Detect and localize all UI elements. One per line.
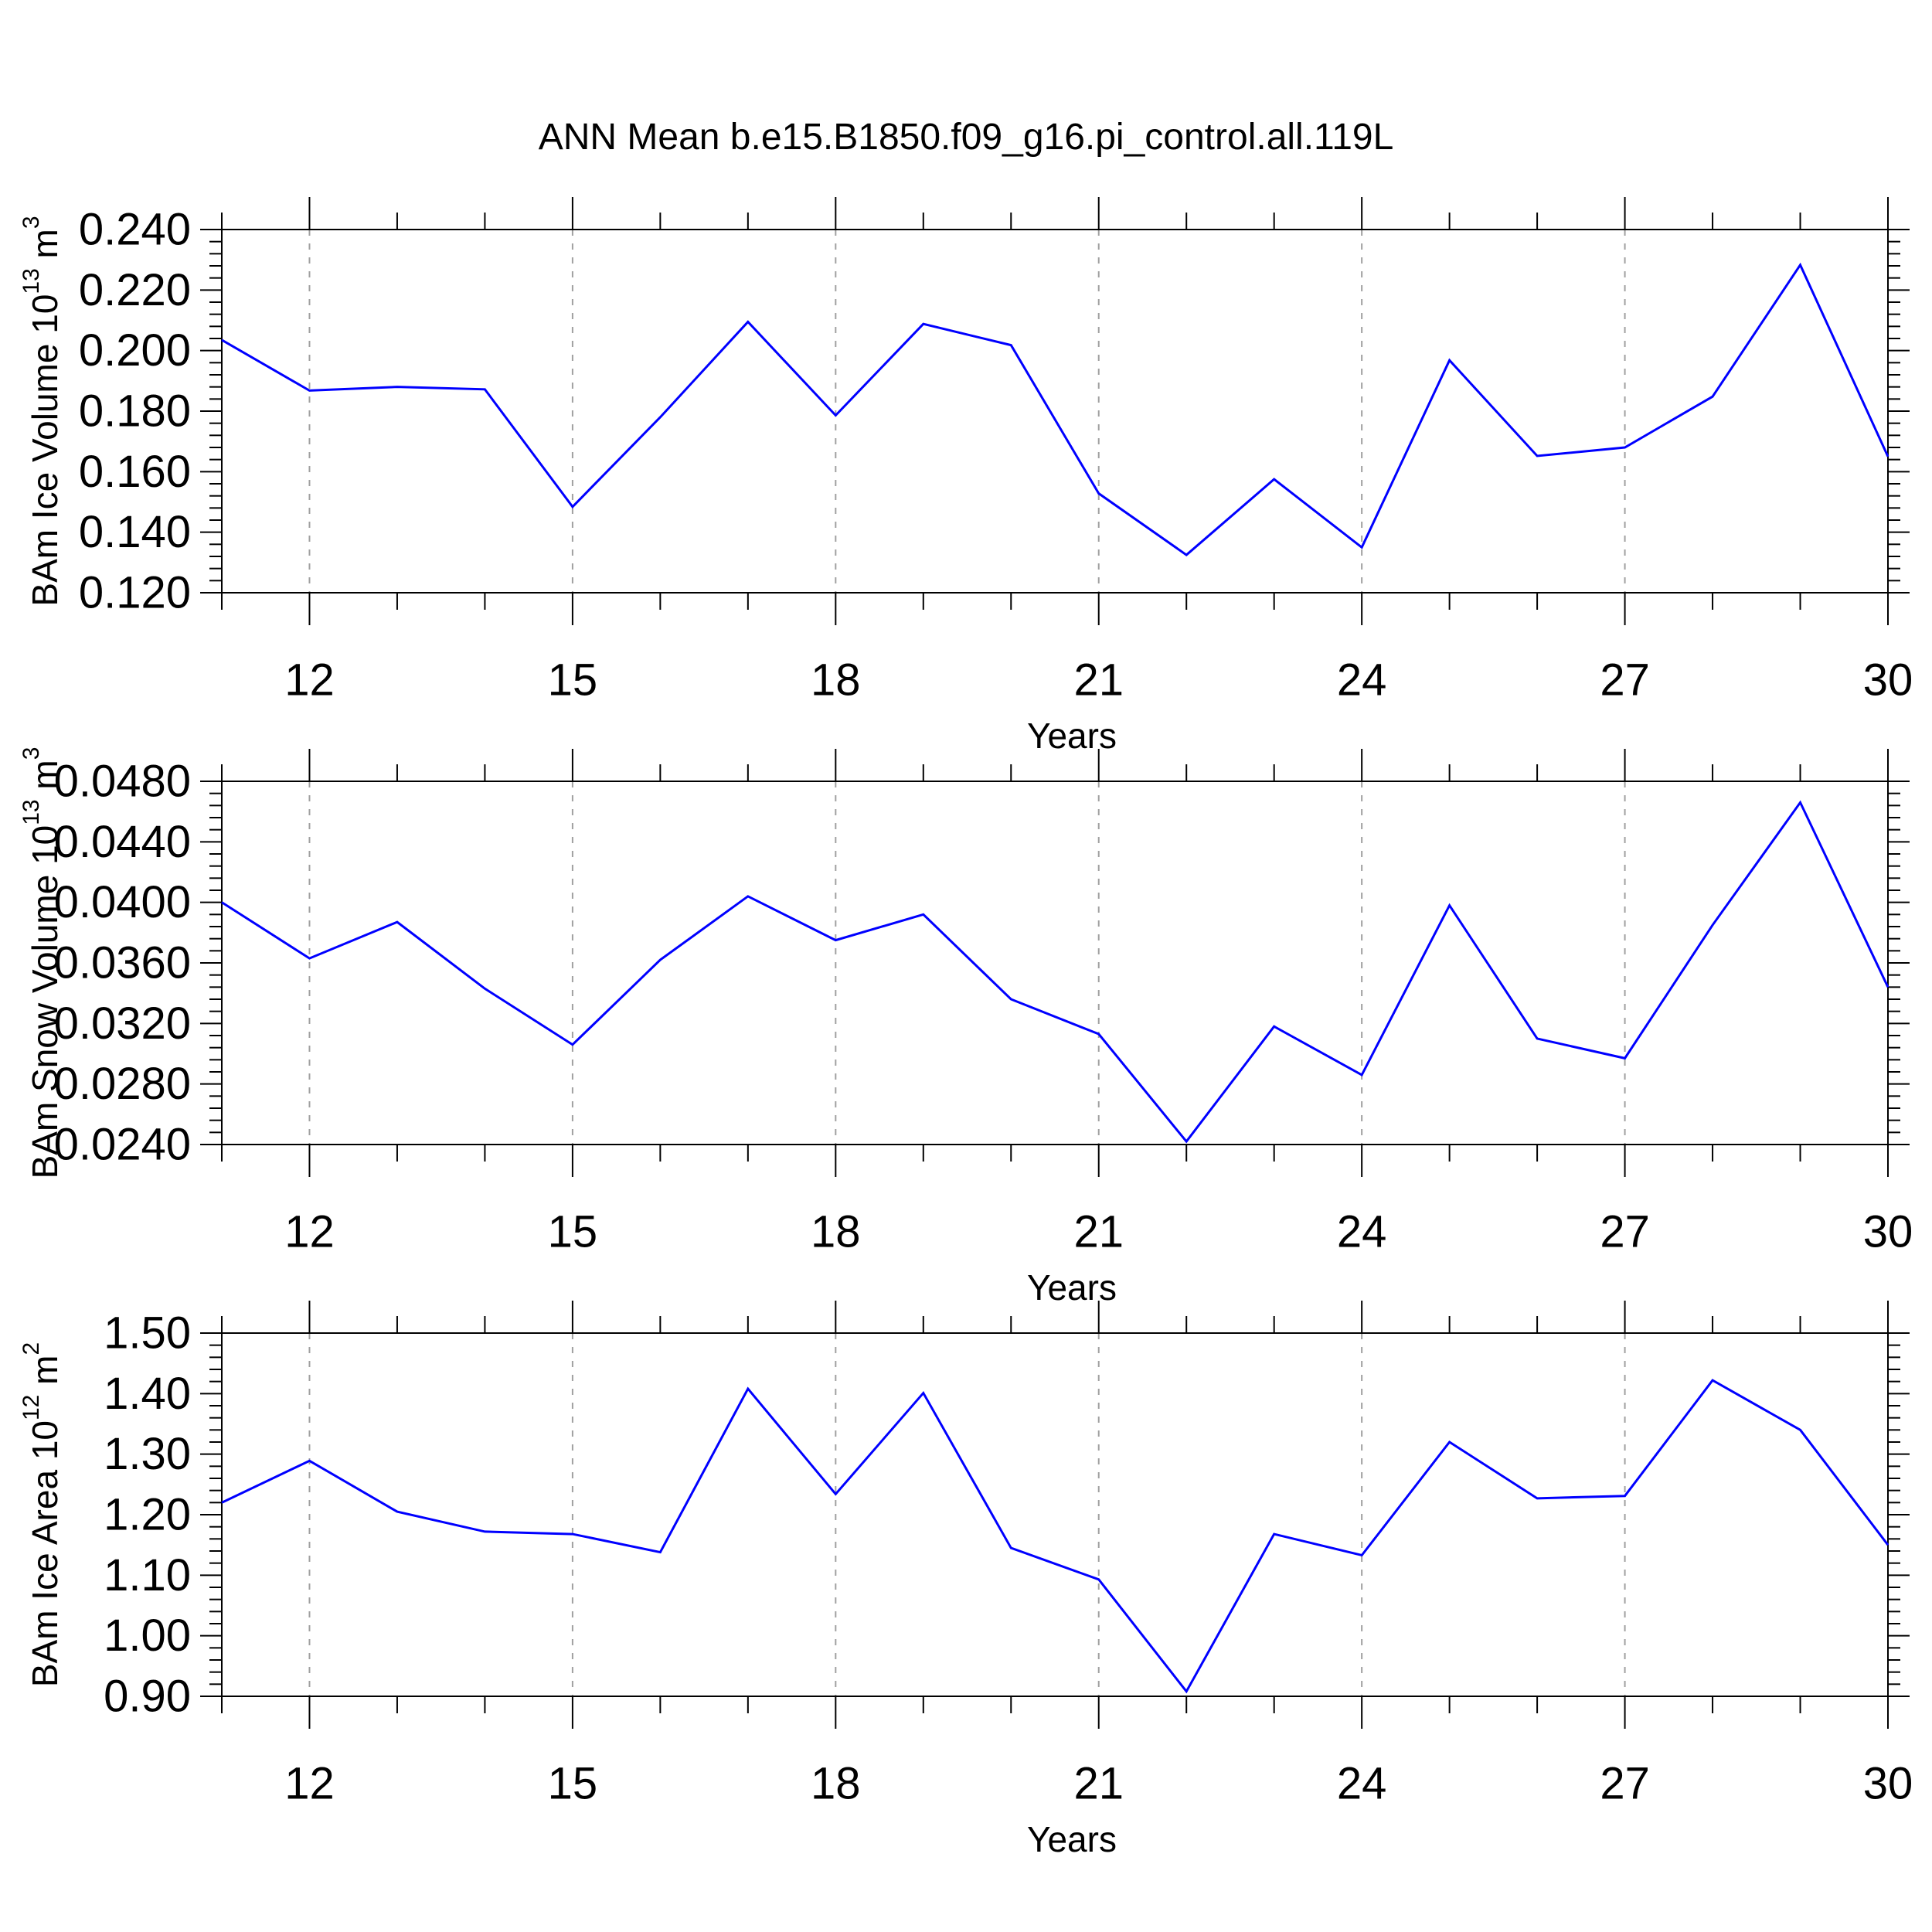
y-tick-label: 0.0440 [54, 817, 191, 867]
x-axis-label: Years [1027, 716, 1117, 756]
y-tick-label: 0.0480 [54, 757, 191, 807]
y-axis-label-superscript: 2 [19, 1342, 44, 1355]
y-tick-label: 0.0280 [54, 1059, 191, 1109]
y-axis-label: BAm Ice Volume 1013 m3 [19, 216, 66, 606]
x-tick-label: 12 [284, 1207, 335, 1257]
x-axis-label: Years [1027, 1267, 1117, 1308]
x-tick-label: 15 [548, 1207, 598, 1257]
y-axis-label-part: BAm Snow Volume 10 [25, 825, 65, 1179]
x-tick-label: 18 [811, 1759, 861, 1809]
chart-title: ANN Mean b.e15.B1850.f09_g16.pi_control.… [538, 117, 1394, 158]
panel-2: 0.0240 0.0280 0.0320 0.0360 0.0400 0.0440 0.04… [19, 747, 1913, 1308]
y-tick-label: 1.20 [104, 1490, 191, 1540]
x-tick-label: 18 [811, 655, 861, 706]
plot-frame [221, 229, 1889, 594]
y-tick-label: 0.160 [79, 447, 191, 497]
y-tick-label: 0.0320 [54, 998, 191, 1049]
x-tick-label: 24 [1337, 655, 1387, 706]
y-tick-label: 1.50 [104, 1308, 191, 1359]
y-axis-label-part: BAm Ice Volume 10 [25, 294, 65, 607]
y-tick-label: 0.180 [79, 386, 191, 437]
y-tick-label: 0.0360 [54, 938, 191, 988]
x-tick-label: 24 [1337, 1207, 1387, 1257]
x-tick-label: 21 [1073, 1207, 1124, 1257]
y-tick-label: 0.220 [79, 265, 191, 315]
y-axis-label-part: m [25, 1355, 65, 1395]
plot-frame [221, 781, 1889, 1145]
x-tick-label: 18 [811, 1207, 861, 1257]
y-tick-label: 0.200 [79, 325, 191, 376]
x-tick-label: 15 [548, 1759, 598, 1809]
x-tick-label: 27 [1600, 1207, 1650, 1257]
y-axis-label: BAm Snow Volume 1013 m3 [19, 747, 66, 1179]
x-tick-label: 27 [1600, 1759, 1650, 1809]
y-tick-label: 1.00 [104, 1611, 191, 1661]
x-tick-label: 27 [1600, 655, 1650, 706]
x-tick-label: 12 [284, 1759, 335, 1809]
x-tick-label: 12 [284, 655, 335, 706]
x-tick-label: 21 [1073, 655, 1124, 706]
x-tick-label: 30 [1863, 1207, 1913, 1257]
series-line [221, 262, 1889, 556]
y-axis-label: BAm Ice Area 1012 m2 [19, 1342, 66, 1687]
y-tick-label: 0.0240 [54, 1120, 191, 1170]
y-axis-label-superscript: 12 [19, 1395, 44, 1420]
x-axis-label: Years [1027, 1819, 1117, 1859]
y-tick-label: 1.30 [104, 1429, 191, 1479]
x-tick-label: 30 [1863, 1759, 1913, 1809]
y-axis-label-superscript: 13 [19, 799, 44, 825]
y-tick-label: 1.40 [104, 1369, 191, 1419]
y-tick-label: 0.0400 [54, 877, 191, 927]
plot-frame [221, 1332, 1889, 1697]
y-tick-label: 0.120 [79, 568, 191, 618]
y-axis-label-part: BAm Ice Area 10 [25, 1420, 65, 1687]
y-axis-label-part: m [25, 760, 65, 799]
y-axis-label-superscript: 3 [19, 216, 44, 229]
y-tick-label: 0.90 [104, 1672, 191, 1722]
panel-3: 0.90 1.00 1.10 1.20 1.30 1.40 1.50 12 15 18 21 24 27… [19, 1301, 1913, 1859]
y-axis-label-superscript: 3 [19, 747, 44, 760]
panel-1: 0.120 0.140 0.160 0.180 0.200 0.220 0.240 12 15 1… [19, 197, 1913, 756]
y-tick-label: 1.10 [104, 1550, 191, 1600]
x-tick-label: 15 [548, 655, 598, 706]
x-tick-label: 21 [1073, 1759, 1124, 1809]
x-tick-label: 30 [1863, 655, 1913, 706]
y-tick-label: 0.240 [79, 205, 191, 255]
series-line [221, 1379, 1889, 1694]
y-tick-label: 0.140 [79, 507, 191, 557]
series-line [221, 800, 1889, 1144]
x-tick-label: 24 [1337, 1759, 1387, 1809]
y-axis-label-part: m [25, 229, 65, 268]
y-axis-label-superscript: 13 [19, 268, 44, 294]
